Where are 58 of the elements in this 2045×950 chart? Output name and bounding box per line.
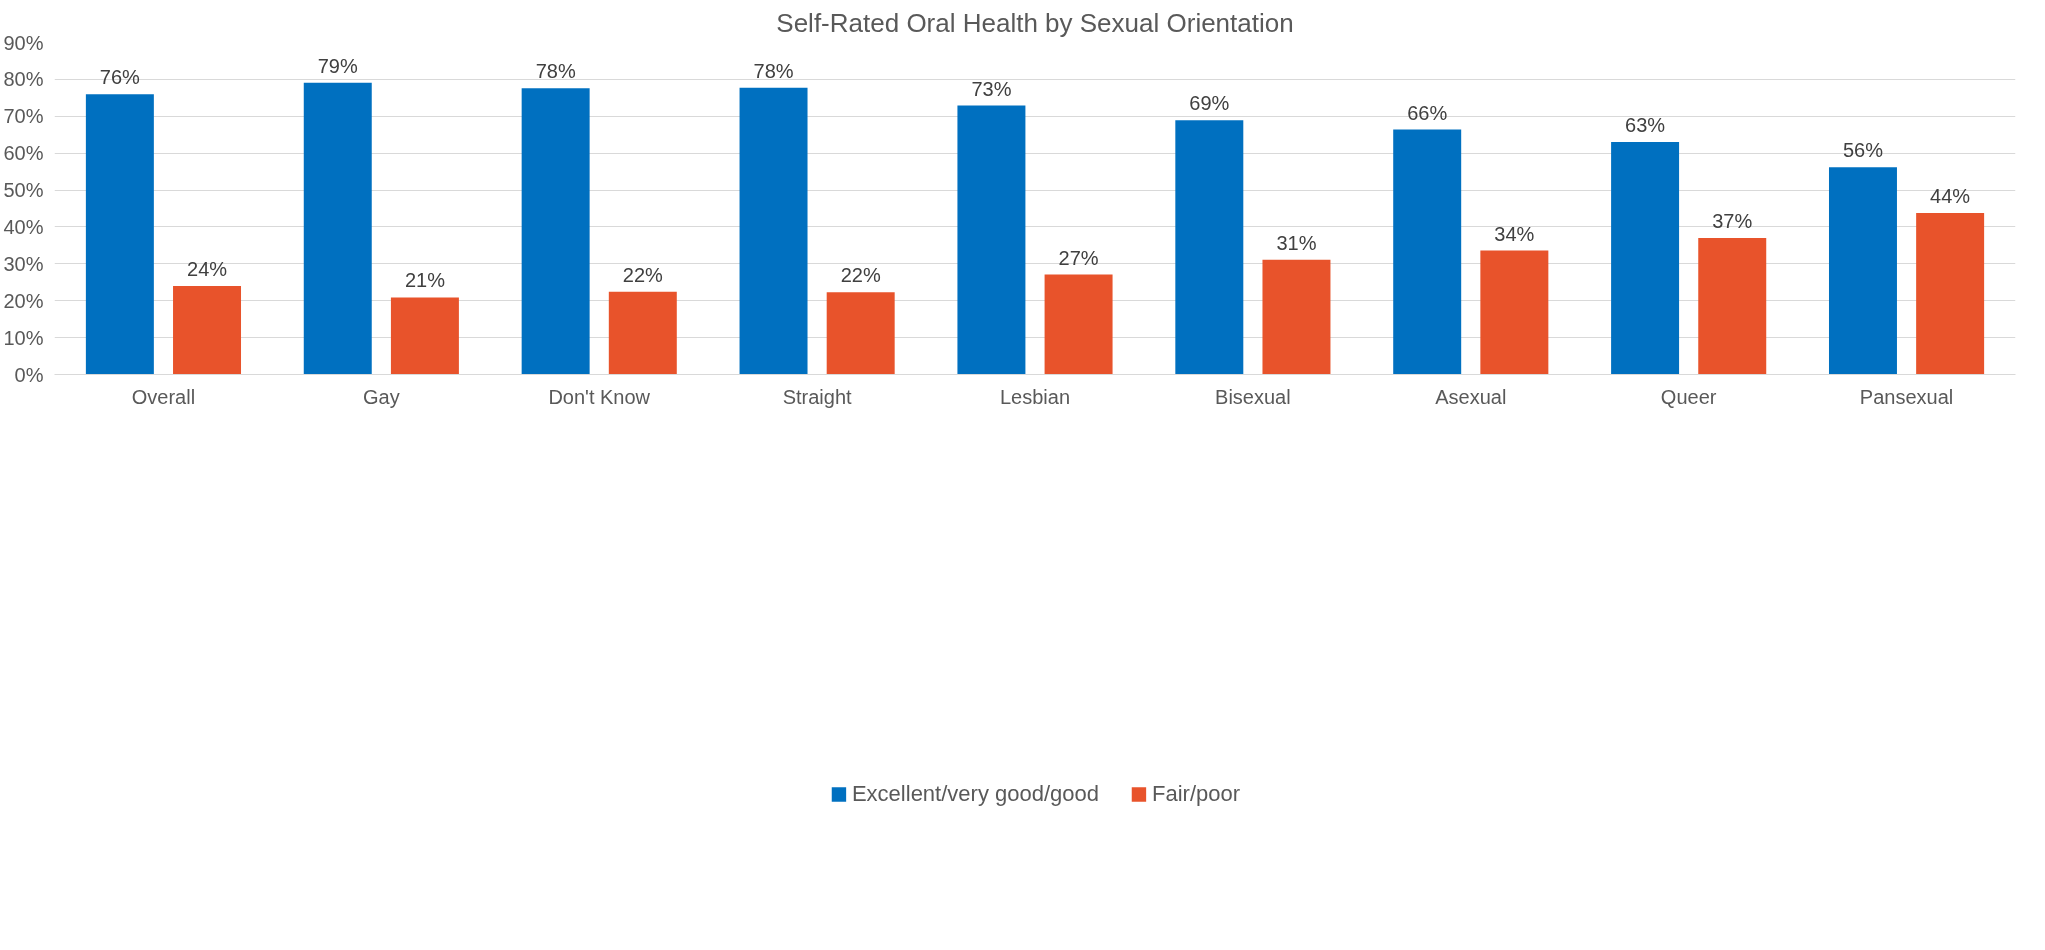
data-label: 21% (404, 269, 446, 292)
legend-label: Excellent/very good/good (851, 780, 1100, 807)
bar (85, 94, 154, 375)
x-tick-label: Gay (362, 385, 400, 408)
y-tick-label: 40% (3, 215, 44, 238)
data-label: 63% (1625, 114, 1666, 137)
y-tick-label: 10% (3, 326, 44, 349)
bar (957, 105, 1026, 375)
x-tick-label: Don't Know (548, 385, 651, 408)
x-tick-label: Straight (782, 385, 853, 408)
y-tick-label: 90% (3, 31, 44, 54)
data-label: 69% (1189, 92, 1230, 115)
data-label: 44% (1930, 184, 1971, 207)
x-tick-label: Queer (1660, 385, 1717, 408)
bar (608, 291, 677, 375)
bar (1828, 167, 1897, 375)
data-label: 22% (622, 263, 664, 286)
bar (1044, 274, 1113, 375)
y-tick-label: 60% (3, 142, 44, 165)
data-label: 24% (187, 257, 228, 280)
bar (1262, 259, 1331, 375)
bar (521, 88, 590, 375)
y-tick-label: 70% (3, 105, 44, 128)
bar (1916, 212, 1985, 375)
y-tick-label: 80% (3, 68, 44, 91)
chart-title: Self-Rated Oral Health by Sexual Orientation (776, 7, 1294, 38)
bar (1393, 129, 1462, 375)
bar (390, 297, 459, 375)
bar (303, 82, 372, 375)
data-label: 78% (753, 59, 794, 82)
data-label: 79% (317, 54, 358, 77)
x-tick-label: Bisexual (1215, 385, 1291, 408)
bar (826, 292, 895, 375)
data-label: 78% (535, 60, 576, 83)
x-tick-label: Lesbian (999, 385, 1071, 408)
y-tick-label: 30% (3, 252, 44, 275)
x-tick-label: Pansexual (1859, 385, 1954, 408)
data-label: 76% (99, 66, 141, 89)
bar (1480, 250, 1549, 375)
bar (173, 285, 242, 375)
data-label: 66% (1407, 101, 1448, 124)
y-tick-label: 50% (3, 179, 44, 202)
data-label: 56% (1842, 139, 1884, 162)
legend-label: Fair/poor (1152, 780, 1241, 807)
y-tick-label: 0% (14, 363, 44, 386)
bar (1698, 238, 1767, 375)
x-tick-label: Overall (131, 385, 196, 408)
x-tick-label: Asexual (1435, 385, 1507, 408)
data-label: 31% (1276, 231, 1317, 254)
data-label: 73% (971, 77, 1012, 100)
data-label: 34% (1494, 222, 1535, 245)
bar (739, 87, 808, 375)
data-label: 22% (840, 264, 881, 287)
y-tick-label: 20% (3, 289, 44, 312)
bar (1175, 120, 1244, 375)
data-label: 37% (1712, 210, 1753, 233)
data-label: 27% (1058, 246, 1099, 269)
bar (1611, 142, 1680, 375)
